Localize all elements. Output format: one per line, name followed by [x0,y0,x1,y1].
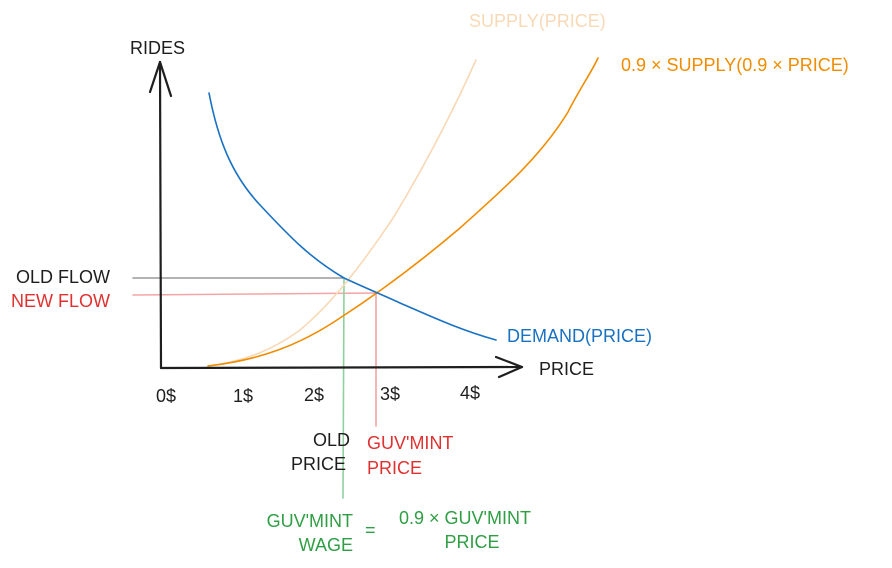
x-tick-label: 3$ [380,384,400,404]
x-tick-label: 4$ [460,383,480,403]
rhs-label-line2: PRICE [444,532,499,552]
x-axis-label: PRICE [539,359,594,379]
guv-price-label-line1: GUV'MINT [367,433,453,453]
demand-curve-label: DEMAND(PRICE) [507,326,652,346]
new-flow-guide-line [132,292,379,296]
supply-curve-label: SUPPLY(PRICE) [469,11,606,31]
demand-curve [208,92,497,341]
shifted-supply-curve [207,57,599,367]
y-axis [158,60,163,370]
old-flow-label: OLD FLOW [16,267,110,287]
x-tick-label: 2$ [304,385,324,405]
y-axis-label: RIDES [130,38,185,58]
x-tick-label: 1$ [233,386,253,406]
guv-wage-label-line2: WAGE [299,535,353,555]
old-price-label-line1: OLD [313,430,350,450]
old-price-label-line2: PRICE [291,454,346,474]
new-flow-label: NEW FLOW [11,291,110,311]
x-tick-label: 0$ [156,386,176,406]
equals-sign: = [365,520,376,540]
guv-price-label-line2: PRICE [367,458,422,478]
rhs-label-line1: 0.9 × GUV'MINT [399,508,531,528]
shifted-supply-curve-label: 0.9 × SUPPLY(0.9 × PRICE) [621,55,849,75]
y-axis-arrowhead [148,60,173,98]
guv-wage-label-line1: GUV'MINT [267,511,353,531]
x-axis [159,365,524,370]
x-axis-arrowhead [494,355,524,379]
supply-curve [207,59,477,367]
